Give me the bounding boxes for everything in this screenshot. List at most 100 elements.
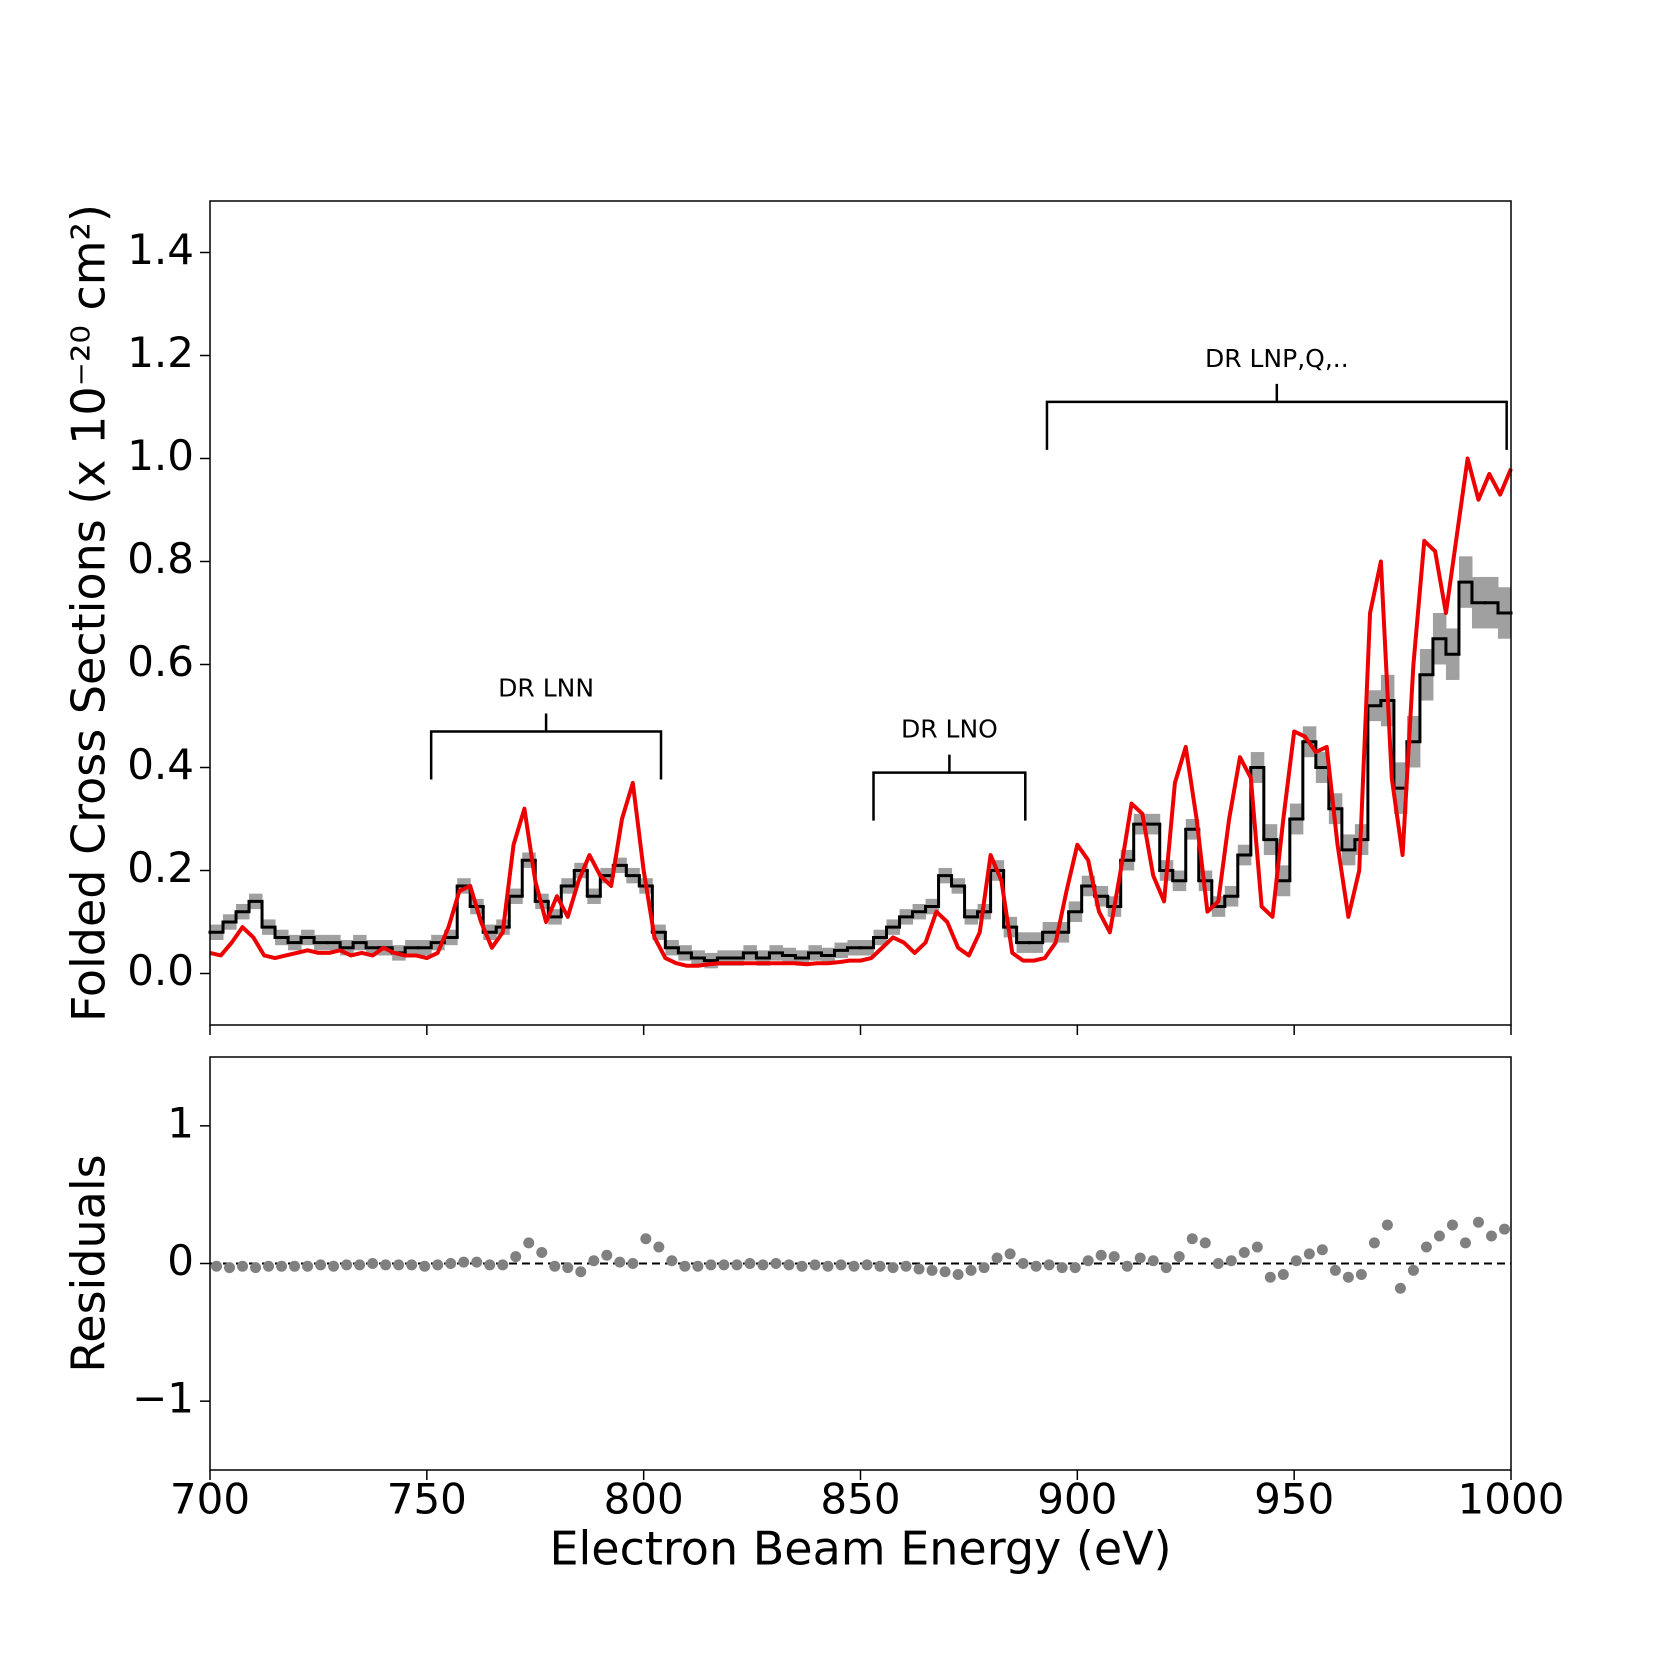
bracket <box>1045 383 1508 450</box>
point <box>640 1233 652 1245</box>
point <box>1173 1251 1185 1263</box>
x-axis-label: Electron Beam Energy (eV) <box>549 1522 1171 1576</box>
point <box>1095 1249 1107 1261</box>
point <box>926 1264 938 1276</box>
point <box>835 1259 847 1271</box>
y-tick-label: 1.2 <box>127 328 194 377</box>
point <box>536 1246 548 1258</box>
x-tick-label: 700 <box>170 1475 250 1524</box>
point <box>1199 1237 1211 1249</box>
bracket <box>872 754 1027 821</box>
point <box>1472 1216 1484 1228</box>
y-tick-label: 0.6 <box>127 637 194 686</box>
point <box>445 1258 457 1269</box>
y-axis-label: Residuals <box>62 1154 116 1372</box>
point <box>978 1262 990 1274</box>
point <box>419 1260 431 1272</box>
y-tick-label: 1.0 <box>127 431 194 480</box>
point <box>887 1262 899 1274</box>
point <box>289 1260 301 1272</box>
point <box>315 1259 327 1271</box>
point <box>1394 1282 1406 1294</box>
point <box>601 1249 613 1261</box>
point <box>562 1262 574 1274</box>
point <box>1030 1260 1042 1272</box>
point <box>1264 1271 1276 1283</box>
point <box>965 1264 977 1276</box>
point <box>276 1260 288 1272</box>
point <box>1225 1255 1237 1267</box>
point <box>1277 1269 1289 1281</box>
point <box>861 1259 873 1271</box>
point <box>380 1259 392 1271</box>
point <box>1147 1255 1159 1267</box>
point <box>458 1256 470 1268</box>
point <box>705 1259 717 1271</box>
y-tick-label: −1 <box>132 1374 194 1423</box>
point <box>848 1260 860 1272</box>
point <box>783 1259 795 1271</box>
point <box>1056 1262 1068 1274</box>
point <box>471 1256 483 1268</box>
x-tick-label: 850 <box>820 1475 900 1524</box>
point <box>1121 1260 1133 1272</box>
point <box>796 1260 808 1272</box>
y-tick-label: 1 <box>167 1098 194 1147</box>
y-tick-label: 1.4 <box>127 225 194 274</box>
point <box>1446 1219 1458 1231</box>
point <box>302 1260 314 1272</box>
point <box>1108 1251 1120 1263</box>
point <box>822 1260 834 1272</box>
plot-frame <box>209 1056 1512 1471</box>
bracket <box>429 713 663 780</box>
point <box>770 1258 782 1269</box>
point <box>1433 1230 1445 1242</box>
point <box>1238 1246 1250 1258</box>
point <box>354 1259 366 1271</box>
point <box>1186 1233 1198 1245</box>
annotation: DR LNN <box>498 673 594 702</box>
point <box>731 1259 743 1271</box>
point <box>1316 1244 1328 1256</box>
point <box>393 1259 405 1271</box>
x-tick-label: 900 <box>1037 1475 1117 1524</box>
point <box>1485 1230 1497 1242</box>
point <box>1368 1237 1380 1249</box>
point <box>614 1256 626 1268</box>
point <box>1303 1248 1315 1260</box>
x-tick-label: 950 <box>1254 1475 1334 1524</box>
point <box>1212 1258 1224 1269</box>
point <box>1342 1271 1354 1283</box>
point <box>237 1260 249 1272</box>
point <box>1043 1259 1055 1271</box>
point <box>744 1258 756 1269</box>
annotation: DR LNP,Q,.. <box>1205 344 1349 373</box>
point <box>523 1237 535 1249</box>
point <box>627 1258 639 1269</box>
point <box>913 1263 925 1275</box>
point <box>874 1260 886 1272</box>
y-tick-label: 0 <box>167 1236 194 1285</box>
y-tick-label: 0.0 <box>127 946 194 995</box>
point <box>224 1262 236 1274</box>
point <box>1069 1262 1081 1274</box>
point <box>575 1266 587 1278</box>
point <box>1251 1241 1263 1253</box>
point <box>263 1260 275 1272</box>
point <box>1160 1262 1172 1274</box>
point <box>432 1259 444 1271</box>
point <box>939 1266 951 1278</box>
point <box>588 1255 600 1267</box>
point <box>809 1259 821 1271</box>
point <box>549 1260 561 1272</box>
point <box>952 1269 964 1281</box>
y-tick-label: 0.2 <box>127 843 194 892</box>
x-tick-label: 750 <box>387 1475 467 1524</box>
point <box>653 1241 665 1253</box>
point <box>1134 1252 1146 1264</box>
point <box>1017 1258 1029 1269</box>
point <box>666 1255 678 1267</box>
point <box>900 1260 912 1272</box>
line <box>209 456 1513 968</box>
